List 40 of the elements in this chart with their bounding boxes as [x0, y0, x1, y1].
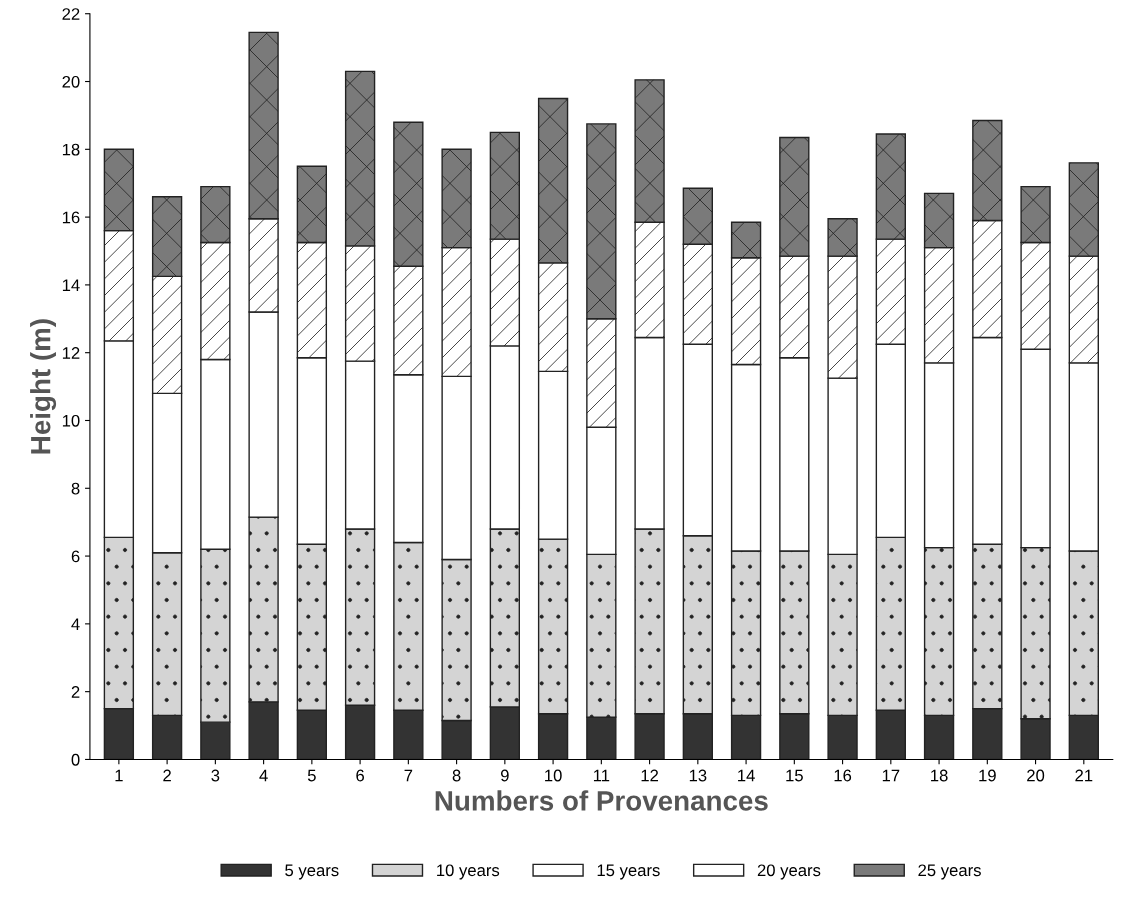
- x-tick-label: 21: [1075, 769, 1093, 782]
- y-tick-label: 2: [71, 686, 80, 698]
- x-tick-label: 5: [307, 769, 316, 782]
- x-tick-label: 6: [356, 769, 365, 782]
- x-tick-label: 17: [882, 769, 900, 782]
- x-tick-label: 7: [404, 769, 413, 782]
- y-tick-label: 4: [71, 618, 80, 630]
- x-tick-label: 2: [163, 769, 171, 782]
- x-tick-label: 14: [738, 769, 755, 782]
- y-tick-label: 12: [62, 347, 80, 359]
- x-tick-label: 3: [211, 769, 220, 782]
- legend-label: 25 years: [918, 864, 981, 880]
- legend-label: 20 years: [757, 864, 821, 880]
- y-tick-label: 22: [62, 8, 80, 20]
- x-axis-title: Numbers of Provenances: [435, 790, 768, 811]
- y-tick-label: 18: [62, 143, 80, 156]
- x-tick-label: 9: [500, 769, 509, 782]
- x-tick-label: 4: [259, 769, 268, 782]
- x-tick-label: 20: [1027, 769, 1045, 782]
- x-tick-label: 16: [834, 769, 852, 782]
- x-tick-label: 15: [786, 769, 803, 782]
- y-tick-label: 14: [62, 279, 80, 291]
- y-tick-label: 10: [62, 414, 80, 427]
- y-axis-title: Height (m): [30, 319, 57, 454]
- x-tick-label: 18: [931, 769, 948, 782]
- y-tick-label: 8: [71, 482, 80, 495]
- y-tick-label: 16: [62, 211, 80, 224]
- x-tick-label: 10: [545, 769, 562, 782]
- y-tick-label: 0: [71, 753, 80, 766]
- x-tick-label: 12: [641, 769, 659, 782]
- x-tick-label: 8: [452, 769, 461, 782]
- x-tick-label: 1: [115, 769, 123, 782]
- x-tick-label: 13: [689, 769, 707, 782]
- x-tick-label: 11: [593, 769, 610, 782]
- legend-label: 15 years: [597, 864, 660, 880]
- y-tick-label: 6: [71, 550, 80, 563]
- x-tick-label: 19: [979, 769, 996, 782]
- y-tick-label: 20: [62, 75, 80, 88]
- legend-label: 5 years: [285, 864, 339, 880]
- legend-label: 10 years: [437, 864, 500, 880]
